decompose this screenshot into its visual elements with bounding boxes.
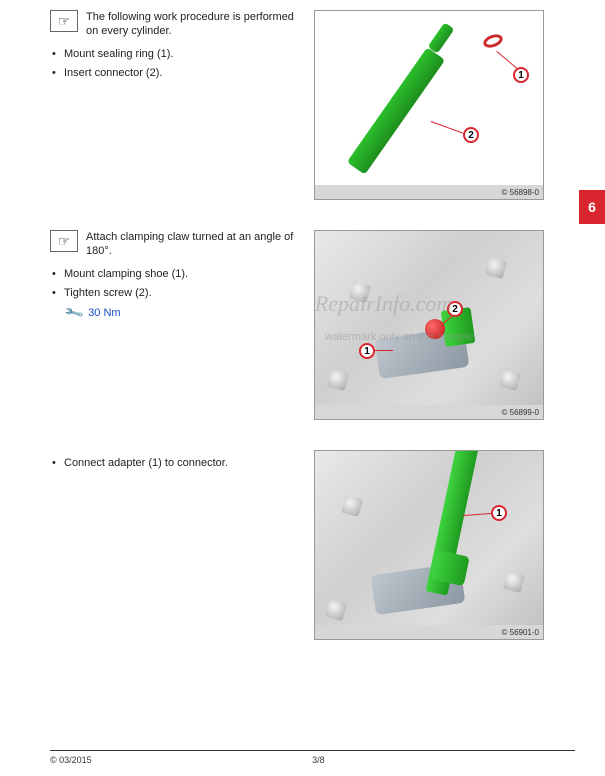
note-text: The following work procedure is performe… bbox=[86, 10, 300, 39]
footer-spacer bbox=[545, 755, 575, 765]
step-item: Connect adapter (1) to connector. bbox=[52, 456, 300, 471]
torque-spec: 🔧 30 Nm bbox=[66, 305, 300, 321]
callout-1: 1 bbox=[359, 343, 375, 359]
callout-2: 2 bbox=[447, 301, 463, 317]
note-box: ☞ The following work procedure is perfor… bbox=[50, 10, 300, 39]
connector-rod-graphic bbox=[347, 47, 445, 174]
wrench-icon: 🔧 bbox=[63, 302, 85, 324]
connector-rod-tip bbox=[427, 22, 454, 53]
sealing-ring-graphic bbox=[482, 32, 505, 50]
chapter-tab: 6 bbox=[579, 190, 605, 224]
figure-3: 1 © 56901-0 bbox=[314, 450, 544, 640]
note-text: Attach clamping claw turned at an angle … bbox=[86, 230, 300, 259]
section-1-text: ☞ The following work procedure is perfor… bbox=[50, 10, 300, 85]
leader-line bbox=[373, 350, 393, 351]
leader-line bbox=[431, 121, 463, 134]
section-2: ☞ Attach clamping claw turned at an angl… bbox=[50, 230, 575, 420]
callout-2: 2 bbox=[463, 127, 479, 143]
step-list: Mount sealing ring (1). Insert connector… bbox=[50, 47, 300, 82]
callout-1: 1 bbox=[513, 67, 529, 83]
section-2-text: ☞ Attach clamping claw turned at an angl… bbox=[50, 230, 300, 321]
figure-2: 1 2 eRepairInfo.com watermark only on th… bbox=[314, 230, 544, 420]
section-3: Connect adapter (1) to connector. 1 © 56… bbox=[50, 450, 575, 640]
screw-head-graphic bbox=[425, 319, 445, 339]
figure-1: 1 2 © 56898-0 bbox=[314, 10, 544, 200]
note-box: ☞ Attach clamping claw turned at an angl… bbox=[50, 230, 300, 259]
step-item: Mount clamping shoe (1). bbox=[52, 267, 300, 282]
torque-value: 30 Nm bbox=[88, 307, 120, 319]
engine-background bbox=[315, 451, 543, 639]
pointing-hand-icon: ☞ bbox=[50, 10, 78, 32]
figure-id: © 56901-0 bbox=[315, 625, 543, 639]
section-1: ☞ The following work procedure is perfor… bbox=[50, 10, 575, 200]
step-list: Connect adapter (1) to connector. bbox=[50, 456, 300, 471]
step-item: Tighten screw (2). bbox=[52, 286, 300, 301]
callout-1: 1 bbox=[491, 505, 507, 521]
page: 6 ☞ The following work procedure is perf… bbox=[0, 0, 605, 740]
footer-pagenum: 3/8 bbox=[312, 755, 325, 765]
leader-line bbox=[496, 51, 517, 68]
page-footer: © 03/2015 3/8 bbox=[50, 750, 575, 765]
step-item: Insert connector (2). bbox=[52, 66, 300, 81]
step-item: Mount sealing ring (1). bbox=[52, 47, 300, 62]
footer-date: © 03/2015 bbox=[50, 755, 92, 765]
section-3-text: Connect adapter (1) to connector. bbox=[50, 450, 300, 475]
figure-id: © 56898-0 bbox=[315, 185, 543, 199]
pointing-hand-icon: ☞ bbox=[50, 230, 78, 252]
figure-id: © 56899-0 bbox=[315, 405, 543, 419]
step-list: Mount clamping shoe (1). Tighten screw (… bbox=[50, 267, 300, 302]
